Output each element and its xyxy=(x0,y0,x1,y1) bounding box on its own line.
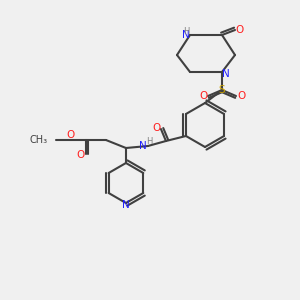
Text: N: N xyxy=(139,141,147,151)
Text: O: O xyxy=(153,123,161,133)
Text: O: O xyxy=(199,91,207,101)
Text: H: H xyxy=(183,26,189,35)
Text: S: S xyxy=(219,85,225,95)
Text: N: N xyxy=(222,69,230,79)
Text: O: O xyxy=(236,25,244,35)
Text: O: O xyxy=(67,130,75,140)
Text: H: H xyxy=(146,137,152,146)
Text: CH₃: CH₃ xyxy=(30,135,48,145)
Text: O: O xyxy=(77,150,85,160)
Text: N: N xyxy=(182,30,190,40)
Text: N: N xyxy=(122,200,130,210)
Text: O: O xyxy=(237,91,245,101)
